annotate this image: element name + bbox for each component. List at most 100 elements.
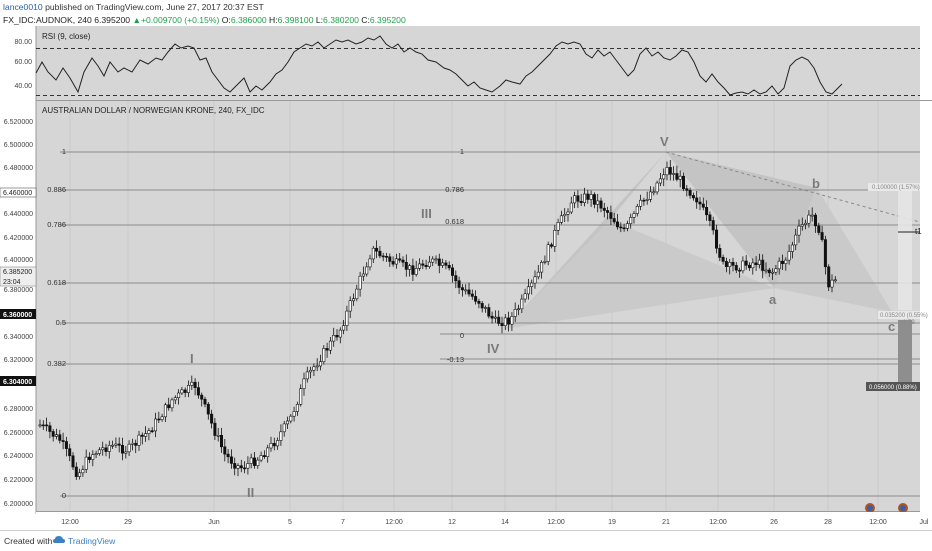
candle-body xyxy=(477,300,481,304)
fib-retracement-lines[interactable] xyxy=(60,151,920,497)
harmonic-pattern[interactable] xyxy=(505,152,892,329)
tradingview-link[interactable]: TradingView xyxy=(68,536,116,546)
candle-body xyxy=(599,200,603,209)
time-tick: 14 xyxy=(501,519,509,526)
candle-body xyxy=(233,463,237,469)
fib-mid-labels: 1 0.786 0.618 0 -0.13 xyxy=(445,147,464,364)
candle-body xyxy=(553,230,557,247)
projection-box[interactable] xyxy=(898,190,912,310)
right-scrollbar[interactable] xyxy=(920,101,932,511)
candle-body xyxy=(170,399,174,409)
candle-body xyxy=(662,174,666,180)
candle-body xyxy=(259,455,263,461)
candle-body xyxy=(318,361,322,367)
time-tick: 19 xyxy=(608,519,616,526)
candle-body xyxy=(467,289,471,295)
candle-body xyxy=(262,455,266,458)
candle-body xyxy=(460,287,464,291)
created-with-text: Created with xyxy=(4,536,53,546)
high-value: 6.398100 xyxy=(277,15,314,25)
economic-event-icon[interactable] xyxy=(865,503,875,513)
candle-body xyxy=(97,449,101,454)
fib-label: 1 xyxy=(62,147,66,156)
fib-label: 0 xyxy=(62,491,66,500)
vertical-grid xyxy=(69,101,879,511)
candle-body xyxy=(167,404,171,409)
open-label: O: xyxy=(221,15,231,25)
candle-body xyxy=(315,365,319,368)
candle-body xyxy=(470,293,474,297)
candlestick-series[interactable] xyxy=(38,160,837,480)
candle-body xyxy=(417,263,421,269)
candle-body xyxy=(573,195,577,204)
bar-countdown: 23:04 xyxy=(3,279,21,286)
candle-body xyxy=(325,348,329,351)
price-tick: 6.380000 xyxy=(4,287,33,294)
chart-area[interactable]: RSI (9, close) 80.00 60.00 40.00 AUSTRAL… xyxy=(0,25,932,530)
time-tick: Jul xyxy=(920,519,929,526)
price-tick: 6.400000 xyxy=(4,257,33,264)
candle-body xyxy=(774,268,778,273)
candle-body xyxy=(384,255,388,258)
rsi-tick: 40.00 xyxy=(14,83,32,90)
author-link[interactable]: lance0010 xyxy=(3,2,43,12)
candle-body xyxy=(220,434,224,448)
candle-body xyxy=(236,465,240,469)
time-tick: 12:00 xyxy=(61,519,79,526)
candle-body xyxy=(114,443,118,446)
fib-label: -0.13 xyxy=(447,355,464,364)
time-tick: 12:00 xyxy=(547,519,565,526)
candle-body xyxy=(299,388,303,405)
rsi-tick: 80.00 xyxy=(14,39,32,46)
candle-body xyxy=(117,443,121,446)
candle-body xyxy=(196,387,200,396)
measure-label: 1.79 xyxy=(903,320,915,326)
candle-body xyxy=(579,201,583,204)
time-axis[interactable] xyxy=(36,512,932,529)
candle-body xyxy=(121,444,125,454)
candle-body xyxy=(780,260,784,264)
candle-body xyxy=(761,259,765,271)
price-pane[interactable] xyxy=(36,101,920,511)
candle-body xyxy=(741,260,745,272)
wave-label-i: I xyxy=(190,351,194,366)
candle-body xyxy=(678,175,682,180)
candle-body xyxy=(797,225,801,236)
candle-body xyxy=(140,434,144,437)
candle-body xyxy=(507,317,511,325)
fib-label: 0.786 xyxy=(445,185,464,194)
candle-body xyxy=(249,457,253,464)
candle-body xyxy=(516,308,520,311)
candle-body xyxy=(705,207,709,216)
time-tick: 21 xyxy=(662,519,670,526)
candle-body xyxy=(371,247,375,260)
candle-body xyxy=(497,316,501,324)
trend-line[interactable] xyxy=(665,151,921,223)
candle-body xyxy=(348,300,352,312)
candle-body xyxy=(632,213,636,218)
candle-body xyxy=(391,261,395,265)
candle-body xyxy=(375,247,379,252)
candle-body xyxy=(64,441,68,449)
candle-body xyxy=(714,229,718,249)
candle-body xyxy=(800,224,804,227)
candle-body xyxy=(513,308,517,317)
candle-body xyxy=(404,261,408,270)
rsi-pane[interactable] xyxy=(36,26,920,100)
candle-body xyxy=(276,440,280,447)
price-tick: 6.200000 xyxy=(4,501,33,508)
price-tick: 6.340000 xyxy=(4,334,33,341)
candle-body xyxy=(612,218,616,223)
candle-body xyxy=(675,173,679,180)
candle-body xyxy=(424,264,428,267)
candle-body xyxy=(312,366,316,371)
price-tick: 6.260000 xyxy=(4,430,33,437)
economic-event-icon[interactable] xyxy=(898,503,908,513)
candle-body xyxy=(464,289,468,292)
price-tick: 6.520000 xyxy=(4,119,33,126)
candle-body xyxy=(111,444,115,447)
candle-body xyxy=(807,214,811,224)
candle-body xyxy=(150,430,154,433)
candle-body xyxy=(480,303,484,309)
measure-box[interactable] xyxy=(898,320,912,382)
